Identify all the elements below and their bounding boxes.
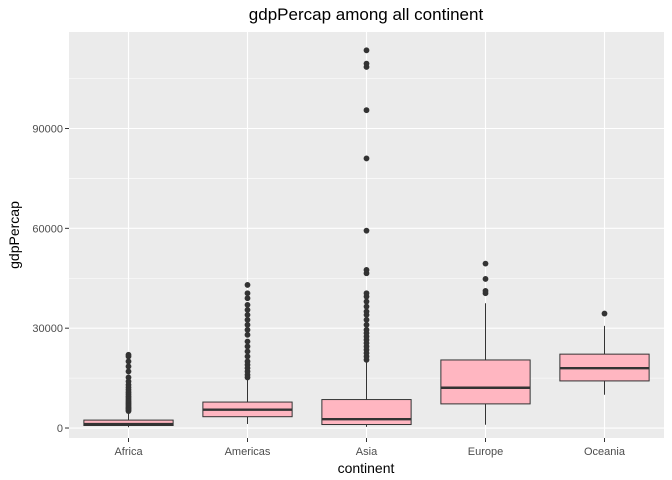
outlier-point bbox=[125, 374, 132, 381]
outlier-point bbox=[482, 276, 489, 282]
outlier-point bbox=[125, 358, 132, 365]
outlier-point bbox=[363, 267, 370, 273]
outlier-point bbox=[482, 288, 489, 294]
outlier-point bbox=[363, 60, 370, 67]
x-tick-label: Americas bbox=[225, 446, 271, 458]
x-tick-label: Asia bbox=[356, 446, 378, 458]
outlier-point bbox=[244, 348, 251, 355]
chart-title: gdpPercap among all continent bbox=[249, 5, 484, 24]
outlier-point bbox=[363, 107, 370, 114]
outlier-point bbox=[244, 290, 251, 297]
outlier-point bbox=[244, 282, 251, 288]
box-oceania bbox=[559, 310, 650, 395]
y-axis: 0 30000 60000 90000 bbox=[32, 124, 69, 435]
outlier-point bbox=[363, 155, 370, 162]
outlier-point bbox=[363, 298, 370, 305]
outlier-point bbox=[244, 358, 251, 365]
outlier-point bbox=[363, 321, 370, 328]
outlier-point bbox=[244, 338, 251, 345]
box-europe bbox=[440, 260, 531, 425]
x-axis: Africa Americas Asia Europe Oceania bbox=[114, 438, 626, 458]
outlier-point bbox=[244, 306, 251, 313]
y-tick-label: 60000 bbox=[32, 223, 63, 235]
outlier-point bbox=[244, 326, 251, 333]
outlier-point bbox=[363, 316, 370, 323]
outlier-point bbox=[244, 321, 251, 328]
x-tick-label: Africa bbox=[114, 446, 143, 458]
y-tick-label: 30000 bbox=[32, 323, 63, 335]
outlier-point bbox=[244, 343, 251, 350]
outlier-point bbox=[244, 295, 251, 302]
box-asia bbox=[321, 47, 412, 427]
outlier-point bbox=[363, 290, 370, 297]
x-tick-label: Oceania bbox=[584, 446, 626, 458]
outlier-point bbox=[244, 316, 251, 323]
y-tick-label: 90000 bbox=[32, 124, 63, 136]
outlier-point bbox=[244, 353, 251, 360]
outlier-point bbox=[244, 331, 251, 338]
outlier-point bbox=[482, 260, 489, 267]
outlier-point bbox=[363, 308, 370, 315]
box-americas bbox=[202, 282, 293, 425]
outlier-point bbox=[125, 378, 132, 385]
outlier-point bbox=[125, 363, 132, 370]
box-series bbox=[83, 47, 650, 428]
outlier-point bbox=[125, 368, 132, 375]
y-tick-label: 0 bbox=[57, 423, 63, 435]
y-axis-title: gdpPercap bbox=[6, 201, 22, 269]
box-africa bbox=[83, 351, 174, 428]
outlier-point bbox=[244, 301, 251, 308]
outlier-point bbox=[363, 227, 370, 234]
outlier-point bbox=[363, 47, 370, 54]
outlier-point bbox=[244, 311, 251, 318]
x-tick-label: Europe bbox=[468, 446, 503, 458]
box-iqr bbox=[83, 419, 174, 426]
x-axis-title: continent bbox=[338, 460, 395, 476]
box-iqr bbox=[440, 359, 531, 405]
box-iqr bbox=[321, 399, 412, 426]
outlier-point bbox=[601, 310, 608, 317]
outlier-point bbox=[363, 303, 370, 310]
outlier-point bbox=[125, 351, 132, 358]
outlier-point bbox=[363, 326, 370, 333]
